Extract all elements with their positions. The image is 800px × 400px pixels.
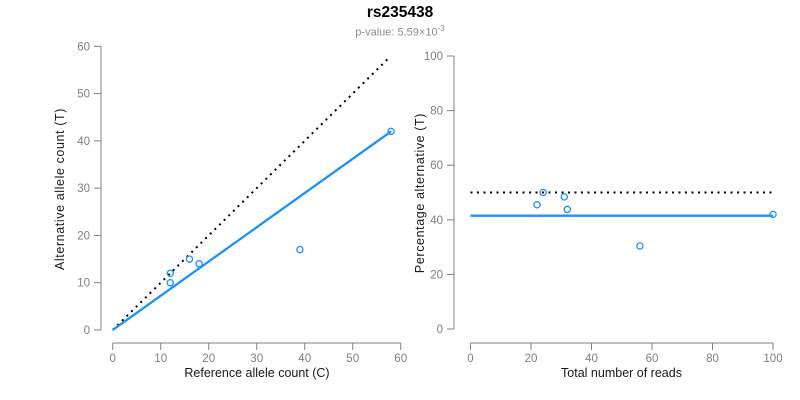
right-yaxis-title: Percentage alternative (T) <box>413 112 427 274</box>
y-tick-label: 60 <box>77 41 90 53</box>
x-tick-label: 80 <box>706 353 719 365</box>
y-tick-label: 60 <box>430 160 443 172</box>
y-tick-label: 10 <box>77 278 90 290</box>
data-point <box>185 255 194 263</box>
x-tick-label: 50 <box>346 353 359 365</box>
right-xaxis-title: Total number of reads <box>561 366 682 380</box>
pvalue-exponent: -3 <box>437 24 445 33</box>
y-tick-label: 20 <box>430 269 443 281</box>
x-tick-label: 40 <box>298 353 311 365</box>
x-tick-label: 10 <box>154 353 167 365</box>
data-point <box>539 188 547 197</box>
left-xaxis-title: Reference allele count (C) <box>184 366 330 380</box>
y-tick-label: 0 <box>84 325 90 337</box>
x-tick-label: 30 <box>250 353 263 365</box>
y-tick-label: 30 <box>77 183 90 195</box>
y-tick-label: 0 <box>437 324 443 336</box>
y-tick-label: 40 <box>430 215 443 227</box>
x-tick-label: 0 <box>467 353 473 365</box>
pvalue-text: p-value: 5.59×10 <box>355 26 438 39</box>
y-tick-label: 40 <box>77 136 90 148</box>
y-tick-label: 100 <box>424 51 443 63</box>
identity-line <box>111 57 390 331</box>
x-tick-label: 20 <box>525 353 538 365</box>
data-point <box>769 210 777 219</box>
data-point <box>563 205 572 214</box>
left-yaxis-title: Alternative allele count (T) <box>53 108 67 271</box>
data-point <box>636 242 644 250</box>
data-point <box>166 269 175 278</box>
y-tick-label: 80 <box>430 106 443 118</box>
y-tick-label: 50 <box>77 89 90 101</box>
x-tick-label: 40 <box>585 353 598 365</box>
page-title: rs235438 <box>366 4 434 21</box>
x-tick-label: 20 <box>202 353 215 365</box>
fit-line <box>112 130 392 331</box>
x-tick-label: 100 <box>763 353 782 365</box>
data-point <box>296 245 304 254</box>
data-point <box>387 127 395 136</box>
x-tick-label: 0 <box>109 353 115 365</box>
x-tick-label: 60 <box>646 353 659 365</box>
y-tick-label: 20 <box>77 230 90 242</box>
data-point <box>166 278 175 287</box>
data-point <box>560 193 569 201</box>
data-point <box>533 201 541 209</box>
x-tick-label: 60 <box>394 353 407 365</box>
data-point <box>195 260 203 268</box>
pvalue-subtitle: p-value: 5.59×10-3 <box>0 24 800 39</box>
